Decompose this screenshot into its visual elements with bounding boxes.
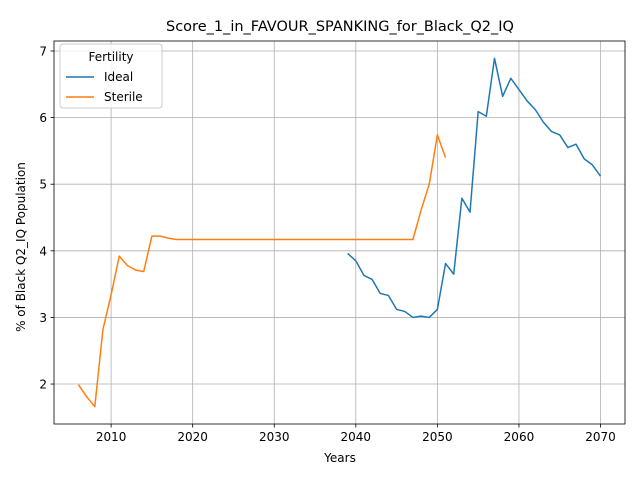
series-line-ideal <box>347 57 602 319</box>
x-tick-label: 2030 <box>259 430 290 444</box>
y-tick-label: 7 <box>39 44 47 58</box>
series-line-sterile <box>77 134 447 408</box>
x-tick-label: 2070 <box>585 430 616 444</box>
plot-frame <box>53 40 626 425</box>
legend-label-ideal: Ideal <box>104 70 133 84</box>
y-tick-label: 2 <box>39 378 47 392</box>
y-tick-label: 6 <box>39 111 47 125</box>
series-lines <box>77 57 602 408</box>
legend: Fertility Ideal Sterile <box>59 43 163 109</box>
y-tick-label: 4 <box>39 244 47 258</box>
x-axis-ticks: 2010 2020 2030 2040 2050 2060 2070 <box>96 424 616 444</box>
x-axis-label: Years <box>323 451 356 465</box>
x-tick-label: 2050 <box>422 430 453 444</box>
y-tick-label: 3 <box>39 311 47 325</box>
x-tick-label: 2020 <box>177 430 208 444</box>
legend-box <box>59 43 163 109</box>
chart-title: Score_1_in_FAVOUR_SPANKING_for_Black_Q2_… <box>166 19 514 35</box>
x-tick-label: 2060 <box>504 430 535 444</box>
x-tick-label: 2040 <box>341 430 372 444</box>
legend-label-sterile: Sterile <box>104 90 143 104</box>
grid-lines <box>54 41 625 424</box>
legend-title: Fertility <box>88 50 133 64</box>
y-tick-label: 5 <box>39 178 47 192</box>
y-axis-ticks: 2 3 4 5 6 7 <box>39 44 54 392</box>
x-tick-label: 2010 <box>96 430 127 444</box>
y-axis-label: % of Black Q2_IQ Population <box>14 162 28 332</box>
